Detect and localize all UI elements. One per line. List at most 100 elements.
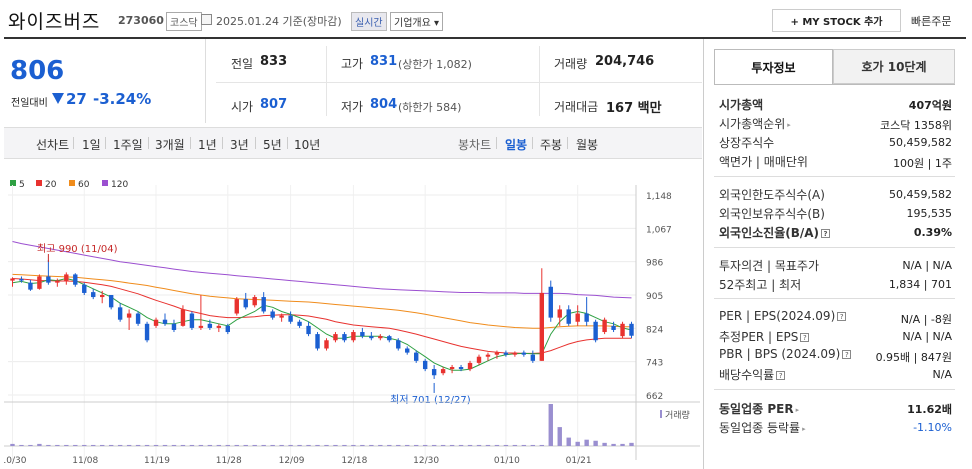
high-label: 고가	[341, 57, 364, 71]
chart-toolbar	[4, 127, 702, 159]
industry-per-label[interactable]: 동일업종 PER ▸	[719, 400, 799, 417]
volume-bar	[387, 444, 392, 446]
tab-orderbook[interactable]: 호가 10단계	[833, 49, 955, 84]
period-1y[interactable]: 1년	[198, 138, 217, 152]
shares-value: 50,459,582	[889, 136, 952, 149]
candle-body	[593, 321, 598, 341]
industry-per-text: 동일업종 PER	[719, 402, 794, 416]
candle-body	[315, 334, 320, 349]
candle-body	[73, 274, 78, 285]
candle-body	[91, 292, 96, 298]
add-mystock-button[interactable]: + MY STOCK 추가	[772, 9, 901, 32]
legend-label: 120	[111, 180, 128, 190]
candle-chart-label[interactable]: 봉차트	[458, 138, 492, 152]
dividend-label[interactable]: 배당수익률?	[719, 366, 786, 383]
candle-body	[440, 369, 446, 374]
toolbar-separator	[105, 137, 106, 149]
header-rule	[4, 37, 966, 39]
prev-close-value: 833	[260, 54, 288, 69]
dividend-text: 배당수익률	[719, 368, 775, 382]
candle-body	[530, 354, 536, 361]
change-percent: -3.24%	[93, 90, 152, 108]
legend-label: 5	[19, 180, 25, 190]
volume-bar	[602, 442, 607, 446]
volume-bar	[73, 444, 78, 446]
low-value: 804	[370, 97, 398, 112]
ma5-line	[12, 277, 632, 371]
volume-bar	[494, 444, 500, 446]
toolbar-separator	[222, 137, 223, 149]
company-info-button[interactable]: 기업개요 ▾	[390, 12, 443, 31]
volume-bar	[611, 443, 616, 446]
period-5y[interactable]: 5년	[263, 138, 282, 152]
chart-legend: 5 20 60 120	[10, 180, 128, 190]
candle-body	[10, 278, 15, 281]
volume-bar	[261, 444, 266, 446]
foreign-ratio-value: 0.39%	[913, 226, 952, 239]
est-per-label[interactable]: 추정PER | EPS?	[719, 328, 810, 345]
per-label[interactable]: PER | EPS(2024.09)?	[719, 309, 847, 323]
candle-body	[584, 313, 589, 322]
candle-body	[369, 336, 374, 339]
market-cap-rank-text: 시가총액순위	[719, 117, 786, 131]
period-3y[interactable]: 3년	[230, 138, 249, 152]
ma120-line	[12, 241, 632, 299]
high-value: 831	[370, 54, 398, 69]
volume-bar	[584, 439, 589, 446]
toolbar-separator	[567, 137, 568, 149]
volume-bar	[512, 444, 518, 446]
help-icon[interactable]: ?	[837, 312, 847, 321]
period-3m[interactable]: 3개월	[155, 138, 185, 152]
volume-bar	[315, 444, 320, 446]
candle-body	[135, 313, 141, 324]
tab-invest-info[interactable]: 투자정보	[714, 49, 833, 84]
help-icon[interactable]: ?	[776, 371, 786, 380]
quick-order-button[interactable]: 빠른주문	[911, 15, 952, 28]
price-chart[interactable]: 5 20 60 120 최고 990 (11/04)최저 701 (12/27) 1,…	[4, 170, 700, 469]
volume-legend-swatch	[660, 410, 662, 418]
candle-body	[324, 340, 329, 349]
foreign-limit-label: 외국인한도주식수(A)	[719, 188, 825, 202]
candle-monthly[interactable]: 월봉	[576, 138, 599, 152]
line-chart-button[interactable]: 선차트	[36, 138, 70, 152]
foreign-ratio-label[interactable]: 외국인소진율(B/A)?	[719, 224, 831, 241]
candle-daily[interactable]: 일봉	[505, 138, 528, 152]
triangle-right-icon: ▸	[787, 120, 791, 129]
per-value: N/A | -8원	[900, 313, 952, 326]
industry-change-label[interactable]: 동일업종 등락률 ▸	[719, 419, 806, 436]
candle-body	[422, 360, 428, 370]
toolbar-separator	[148, 137, 149, 149]
shares-label: 상장주식수	[719, 136, 775, 150]
volume-label: 거래량	[665, 409, 690, 421]
volume-bar	[620, 443, 625, 446]
volume-bar	[270, 444, 275, 446]
foreign-limit-value: 50,459,582	[889, 188, 952, 201]
period-10y[interactable]: 10년	[294, 138, 321, 152]
candle-body	[243, 299, 248, 308]
candle-body	[467, 362, 473, 370]
candle-body	[288, 315, 293, 322]
pbr-text: PBR | BPS (2024.09)	[719, 347, 841, 361]
candle-body	[521, 352, 527, 355]
period-1d[interactable]: 1일	[82, 138, 101, 152]
candle-body	[100, 295, 105, 298]
candle-body	[342, 334, 347, 341]
opinion-value: N/A | N/A	[902, 259, 952, 272]
pbr-label[interactable]: PBR | BPS (2024.09)?	[719, 347, 852, 361]
foreign-ratio-text: 외국인소진율(B/A)	[719, 226, 820, 240]
help-icon[interactable]: ?	[800, 333, 810, 342]
candle-body	[162, 319, 168, 324]
help-icon[interactable]: ?	[842, 350, 852, 359]
low-annotation: 최저 701 (12/27)	[390, 394, 471, 406]
candle-body	[575, 313, 580, 322]
period-1w[interactable]: 1주일	[113, 138, 143, 152]
volume-bar	[64, 444, 69, 446]
candle-weekly[interactable]: 주봉	[540, 138, 563, 152]
volume-bar	[369, 444, 374, 446]
help-icon[interactable]: ?	[821, 229, 831, 238]
candle-body	[189, 313, 195, 328]
market-cap-rank-label[interactable]: 시가총액순위 ▸	[719, 115, 791, 132]
x-tick-label: 12/30	[413, 456, 439, 466]
live-badge[interactable]: 실시간	[351, 12, 387, 31]
candle-body	[19, 278, 24, 281]
